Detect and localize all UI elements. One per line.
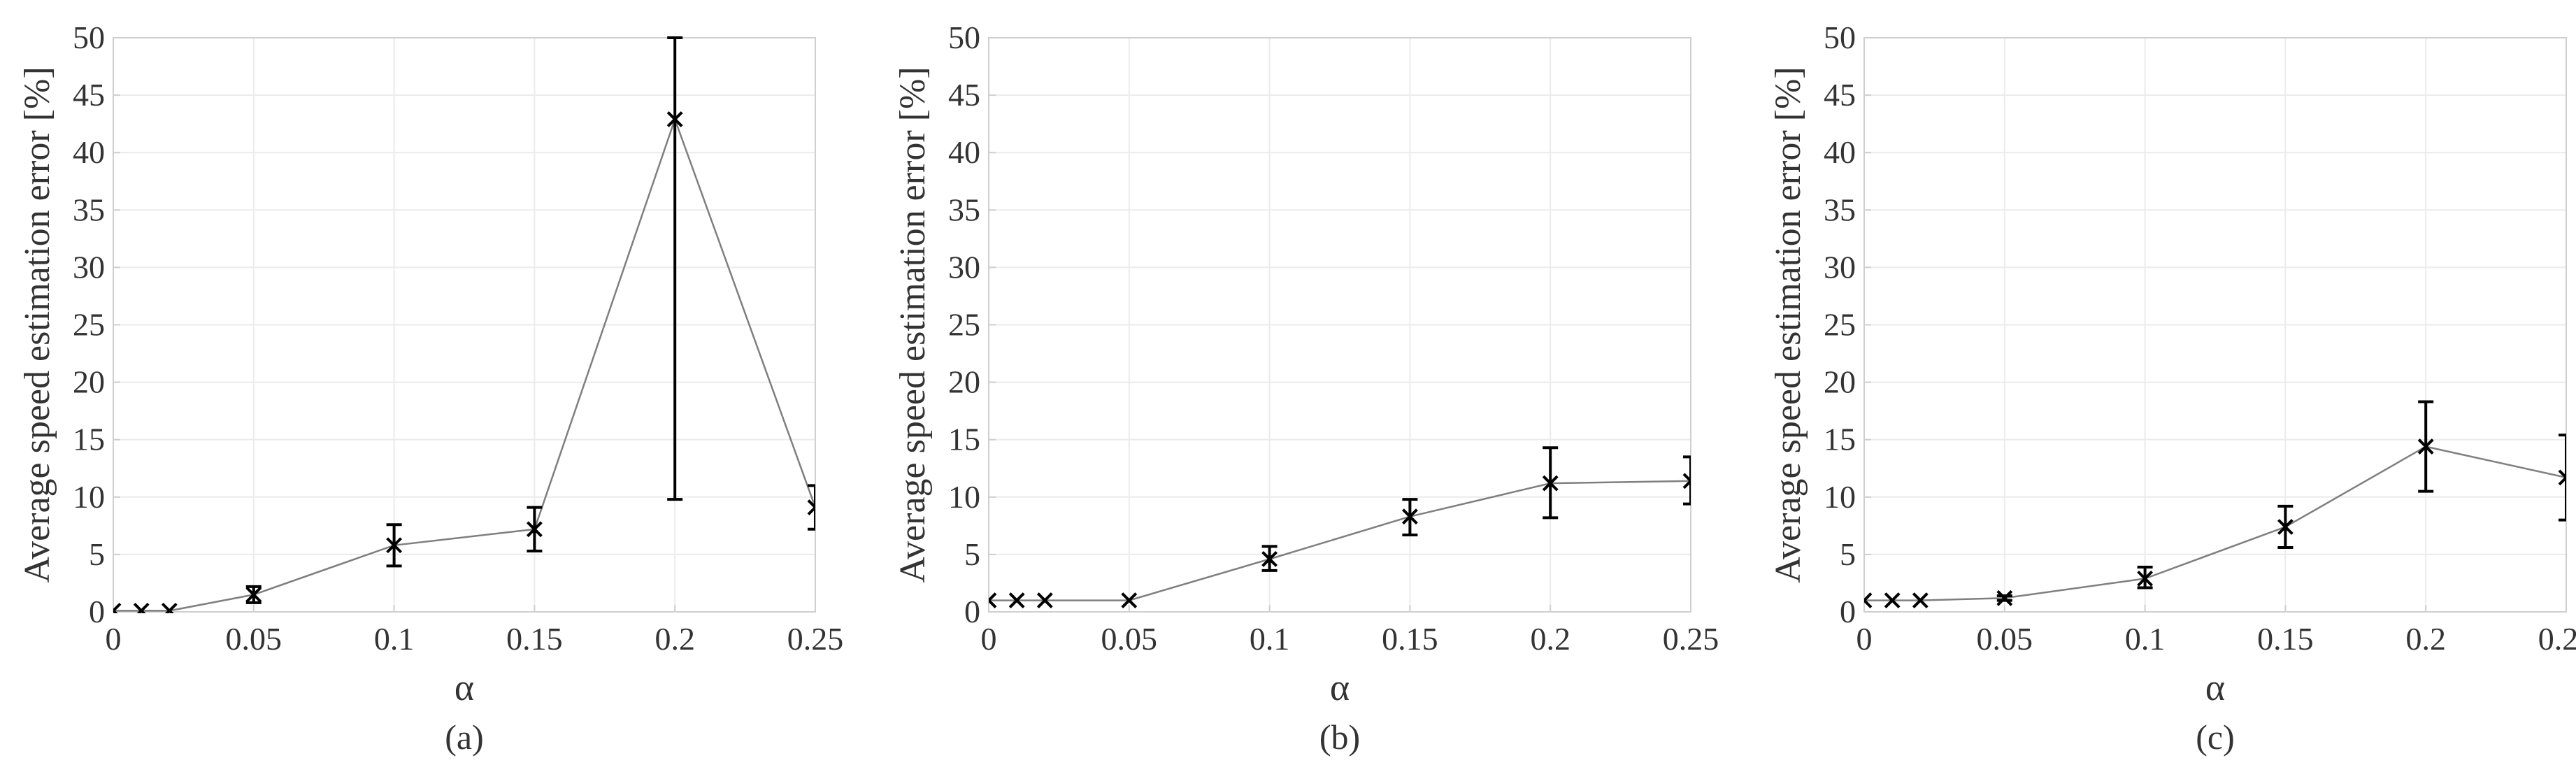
data-point (2277, 519, 2294, 535)
y-tick-label: 45 (73, 77, 105, 113)
x-tick-label: 0.1 (1250, 621, 1290, 657)
error-bar (1683, 455, 1691, 506)
y-tick-label: 35 (73, 192, 105, 227)
x-tick-label: 0.05 (1101, 621, 1158, 657)
x-tick-label: 0 (106, 621, 122, 657)
data-point (1996, 589, 2013, 606)
y-tick-label: 35 (1824, 192, 1856, 227)
data-point (245, 586, 262, 603)
y-tick-label: 30 (73, 249, 105, 285)
data-point (113, 602, 122, 613)
y-tick-label: 20 (948, 364, 980, 400)
data-point (1864, 592, 1873, 608)
data-point (1261, 551, 1278, 567)
series-line (113, 116, 815, 612)
data-point (1036, 592, 1053, 608)
y-tick-label: 30 (948, 249, 980, 285)
y-tick-label: 10 (948, 479, 980, 515)
data-point (1884, 592, 1901, 608)
chart-panel-2: 0 5 10 15 20 25 30 35 40 45 50 0 0.05 0.1 0.15 0.2 0.25 α… (893, 20, 1719, 757)
x-tick-label: 0.05 (1977, 621, 2033, 657)
x-tick-label: 0.25 (2538, 621, 2576, 657)
x-axis-label: α (2205, 666, 2225, 708)
x-axis-label: α (455, 666, 474, 708)
x-tick-label: 0.05 (226, 621, 282, 657)
data-point (1682, 473, 1691, 489)
y-tick-label: 10 (73, 479, 105, 515)
data-point (1542, 475, 1559, 492)
data-layer (1864, 400, 2566, 608)
x-tick-label: 0.15 (2257, 621, 2314, 657)
panel-label: (a) (445, 717, 484, 757)
y-tick-label: 20 (73, 364, 105, 400)
x-tick-label: 0 (981, 621, 997, 657)
data-point (1008, 592, 1025, 608)
y-tick-label: 15 (948, 422, 980, 457)
y-tick-label: 40 (948, 134, 980, 170)
y-tick-label: 20 (1824, 364, 1856, 400)
y-tick-label: 0 (1840, 594, 1856, 629)
x-tick-label: 0.25 (787, 621, 844, 657)
data-point (161, 602, 178, 613)
y-tick-label: 25 (73, 307, 105, 343)
y-tick-label: 10 (1824, 479, 1856, 515)
y-tick-label: 50 (948, 20, 980, 55)
x-tick-label: 0 (1856, 621, 1873, 657)
panel-label: (b) (1319, 717, 1360, 757)
panel-label: (c) (2196, 717, 2235, 757)
y-tick-label: 5 (1840, 536, 1856, 572)
series-line (1864, 445, 2566, 601)
data-layer (113, 36, 815, 613)
data-point (989, 592, 997, 608)
x-tick-label: 0.25 (1663, 621, 1719, 657)
data-layer (989, 446, 1691, 608)
data-point (526, 521, 543, 538)
x-tick-label: 0.15 (506, 621, 563, 657)
chart-panel-1: 0 5 10 15 20 25 30 35 40 45 50 0 0.05 0.1 0.15 0.2 0.25 α… (17, 20, 843, 757)
data-point (2558, 469, 2566, 486)
y-tick-label: 15 (73, 422, 105, 457)
data-point (1912, 592, 1929, 608)
y-axis-label: Average speed estimation error [%] (17, 66, 57, 582)
y-axis-label: Average speed estimation error [%] (893, 66, 933, 582)
y-tick-label: 40 (1824, 134, 1856, 170)
y-tick-label: 25 (1824, 307, 1856, 343)
y-tick-label: 45 (948, 77, 980, 113)
y-tick-label: 35 (948, 192, 980, 227)
error-bar (808, 484, 815, 531)
y-tick-label: 50 (1824, 20, 1856, 55)
chart-panel-3: 0 5 10 15 20 25 30 35 40 45 50 0 0.05 0.1 0.15 0.2 0.25 α… (1768, 20, 2576, 757)
data-point (133, 602, 150, 613)
error-bar (2559, 434, 2566, 522)
y-tick-label: 40 (73, 134, 105, 170)
data-point (2137, 570, 2154, 587)
x-tick-label: 0.2 (654, 621, 695, 657)
data-point (807, 499, 815, 515)
y-tick-label: 0 (89, 594, 105, 629)
x-tick-label: 0.2 (1530, 621, 1570, 657)
data-point (1121, 592, 1138, 608)
x-tick-label: 0.2 (2405, 621, 2446, 657)
y-tick-label: 45 (1824, 77, 1856, 113)
y-axis-label: Average speed estimation error [%] (1768, 66, 1808, 582)
y-tick-label: 15 (1824, 422, 1856, 457)
data-point (2417, 438, 2434, 455)
y-tick-label: 5 (964, 536, 980, 572)
y-tick-label: 5 (89, 536, 105, 572)
data-point (1401, 508, 1418, 525)
y-tick-label: 0 (964, 594, 980, 629)
data-point (666, 111, 683, 127)
x-tick-label: 0.15 (1382, 621, 1438, 657)
x-tick-label: 0.1 (374, 621, 415, 657)
error-bar (667, 36, 683, 501)
data-point (386, 537, 403, 554)
series-line (989, 480, 1691, 601)
y-tick-label: 25 (948, 307, 980, 343)
y-tick-label: 30 (1824, 249, 1856, 285)
x-tick-label: 0.1 (2125, 621, 2166, 657)
x-axis-label: α (1330, 666, 1350, 708)
y-tick-label: 50 (73, 20, 105, 55)
